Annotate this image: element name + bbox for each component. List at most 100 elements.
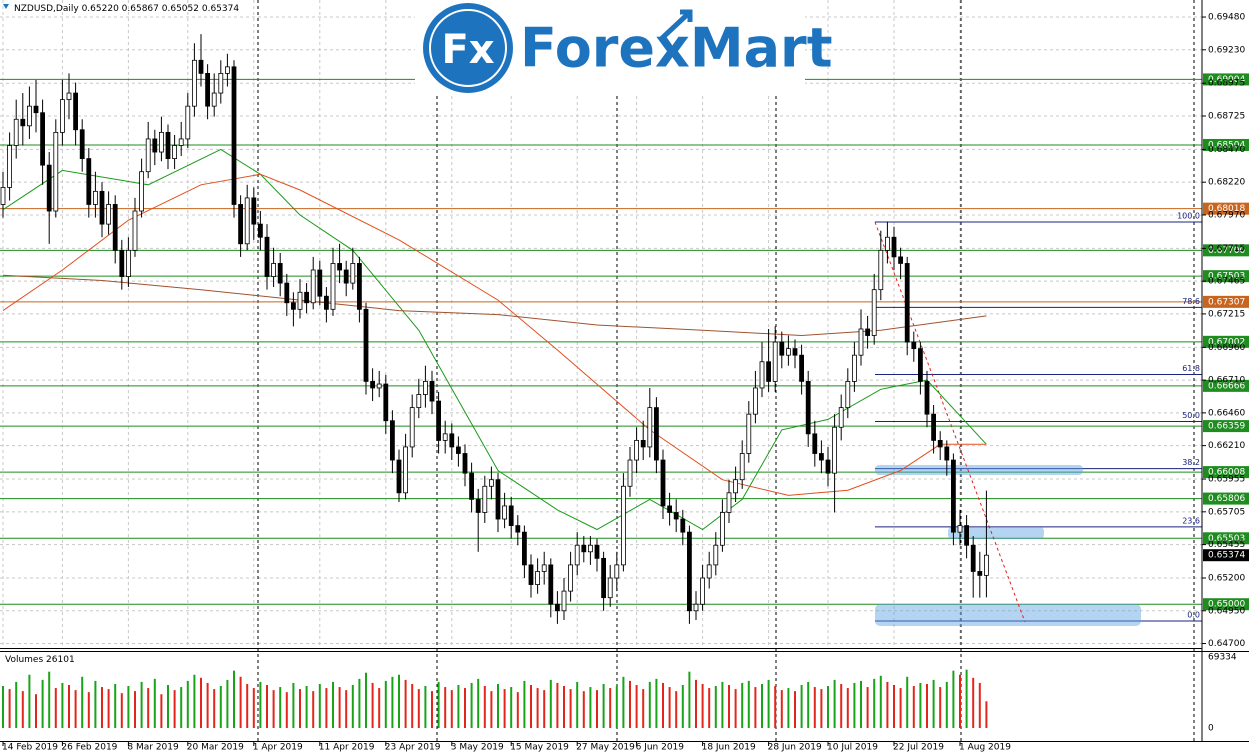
candle-body	[79, 129, 85, 159]
candle-body	[647, 407, 653, 448]
level-label: 0.65000	[1208, 600, 1245, 610]
y-tick-label: 0.69480	[1208, 13, 1245, 23]
x-tick-label: 22 Jul 2019	[893, 743, 944, 753]
y-tick-label: 0.68470	[1208, 145, 1245, 155]
candle-body	[231, 66, 237, 205]
candle-body	[588, 544, 593, 553]
y-tick-label: 0.68975	[1208, 79, 1245, 89]
candle-body	[257, 223, 263, 238]
candle-body	[178, 138, 184, 146]
header-icon	[3, 4, 9, 9]
y-tick-label: 0.65955	[1208, 475, 1245, 485]
logo-arrow	[658, 9, 693, 42]
y-tick-label: 0.67970	[1208, 210, 1245, 220]
candle-body	[700, 577, 705, 605]
candle-body	[759, 361, 765, 389]
candle-body	[508, 505, 514, 526]
ohlc-open: 0.65220	[82, 4, 119, 14]
candle-body	[706, 564, 712, 579]
symbol: NZDUSD,Daily	[14, 4, 79, 14]
fib-label: 100.0	[1177, 212, 1200, 221]
candle-body	[475, 498, 481, 513]
candle-body	[931, 413, 936, 441]
candle-body	[46, 164, 52, 212]
candle-body	[865, 328, 870, 336]
candle-body	[786, 348, 791, 356]
candle-body	[337, 263, 343, 271]
candle-body	[970, 544, 976, 572]
candle-body	[904, 263, 910, 343]
level-label-box	[1203, 295, 1249, 308]
candle-body	[766, 361, 771, 382]
logo-circle	[423, 3, 513, 93]
candle-body	[40, 112, 45, 166]
candle-body	[139, 171, 145, 212]
candle-body	[396, 459, 402, 494]
candle-body	[720, 512, 725, 546]
candle-body	[871, 289, 877, 336]
candle-body	[244, 197, 250, 245]
ohlc-low: 0.65052	[162, 4, 199, 14]
y-tick-label: 0.66960	[1208, 343, 1245, 353]
candle-body	[885, 236, 890, 251]
candle-body	[634, 439, 639, 461]
candle-body	[152, 138, 158, 153]
volumes: 0 69334	[2, 653, 1237, 734]
candle-body	[673, 512, 679, 520]
candle-body	[132, 210, 138, 251]
candle-body	[20, 118, 26, 127]
fib-label: 61.8	[1182, 364, 1200, 373]
volume-name: Volumes	[5, 655, 43, 665]
x-tick-label: 11 Apr 2019	[319, 743, 375, 753]
candle-body	[416, 394, 422, 409]
level-label-box	[1203, 335, 1249, 348]
candle-body	[693, 603, 699, 612]
candle-body	[145, 138, 151, 173]
x-tick-label: 26 Feb 2019	[61, 743, 117, 753]
candle-body	[66, 92, 72, 101]
level-label: 0.67307	[1208, 297, 1245, 307]
candle-body	[158, 131, 164, 153]
candle-body	[601, 557, 606, 599]
candle-body	[832, 426, 837, 474]
ohlc-high: 0.65867	[122, 4, 159, 14]
candle-body	[878, 249, 884, 291]
candle-body	[93, 190, 98, 205]
period-separators	[257, 0, 1195, 742]
candle-body	[271, 263, 277, 277]
candle-body	[284, 282, 290, 304]
level-label: 0.66359	[1208, 422, 1245, 432]
candle-body	[581, 544, 587, 553]
candle-body	[13, 118, 19, 146]
candle-body	[343, 269, 349, 284]
candle-body	[0, 187, 6, 205]
candle-body	[429, 381, 435, 402]
y-tick-label: 0.65705	[1208, 507, 1245, 517]
candle-body	[205, 72, 211, 107]
level-label: 0.65503	[1208, 534, 1245, 544]
candle-body	[687, 531, 692, 612]
level-label: 0.68504	[1208, 140, 1245, 150]
level-label-box	[1203, 138, 1249, 151]
candle-body	[60, 99, 65, 133]
y-tick-label: 0.67715	[1208, 244, 1245, 254]
fibonacci: 100.0 78.6 61.8 50.0 38.2 23.6 0.0	[875, 212, 1202, 622]
candle-body	[944, 446, 950, 461]
candle-body	[198, 59, 204, 74]
candle-body	[515, 525, 521, 533]
candle-body	[172, 145, 178, 159]
candle-body	[964, 525, 969, 546]
candle-body	[733, 479, 738, 494]
level-label: 0.69004	[1208, 75, 1245, 85]
candle-body	[317, 269, 323, 297]
candle-body	[211, 92, 217, 107]
highlights	[875, 465, 1141, 626]
header-text: NZDUSD,Daily 0.65220 0.65867 0.65052 0.6…	[14, 4, 239, 14]
candle-body	[779, 341, 785, 356]
candle-body	[449, 433, 455, 448]
candle-body	[522, 531, 527, 566]
fib-label: 23.6	[1182, 516, 1200, 525]
candle-body	[422, 381, 428, 395]
